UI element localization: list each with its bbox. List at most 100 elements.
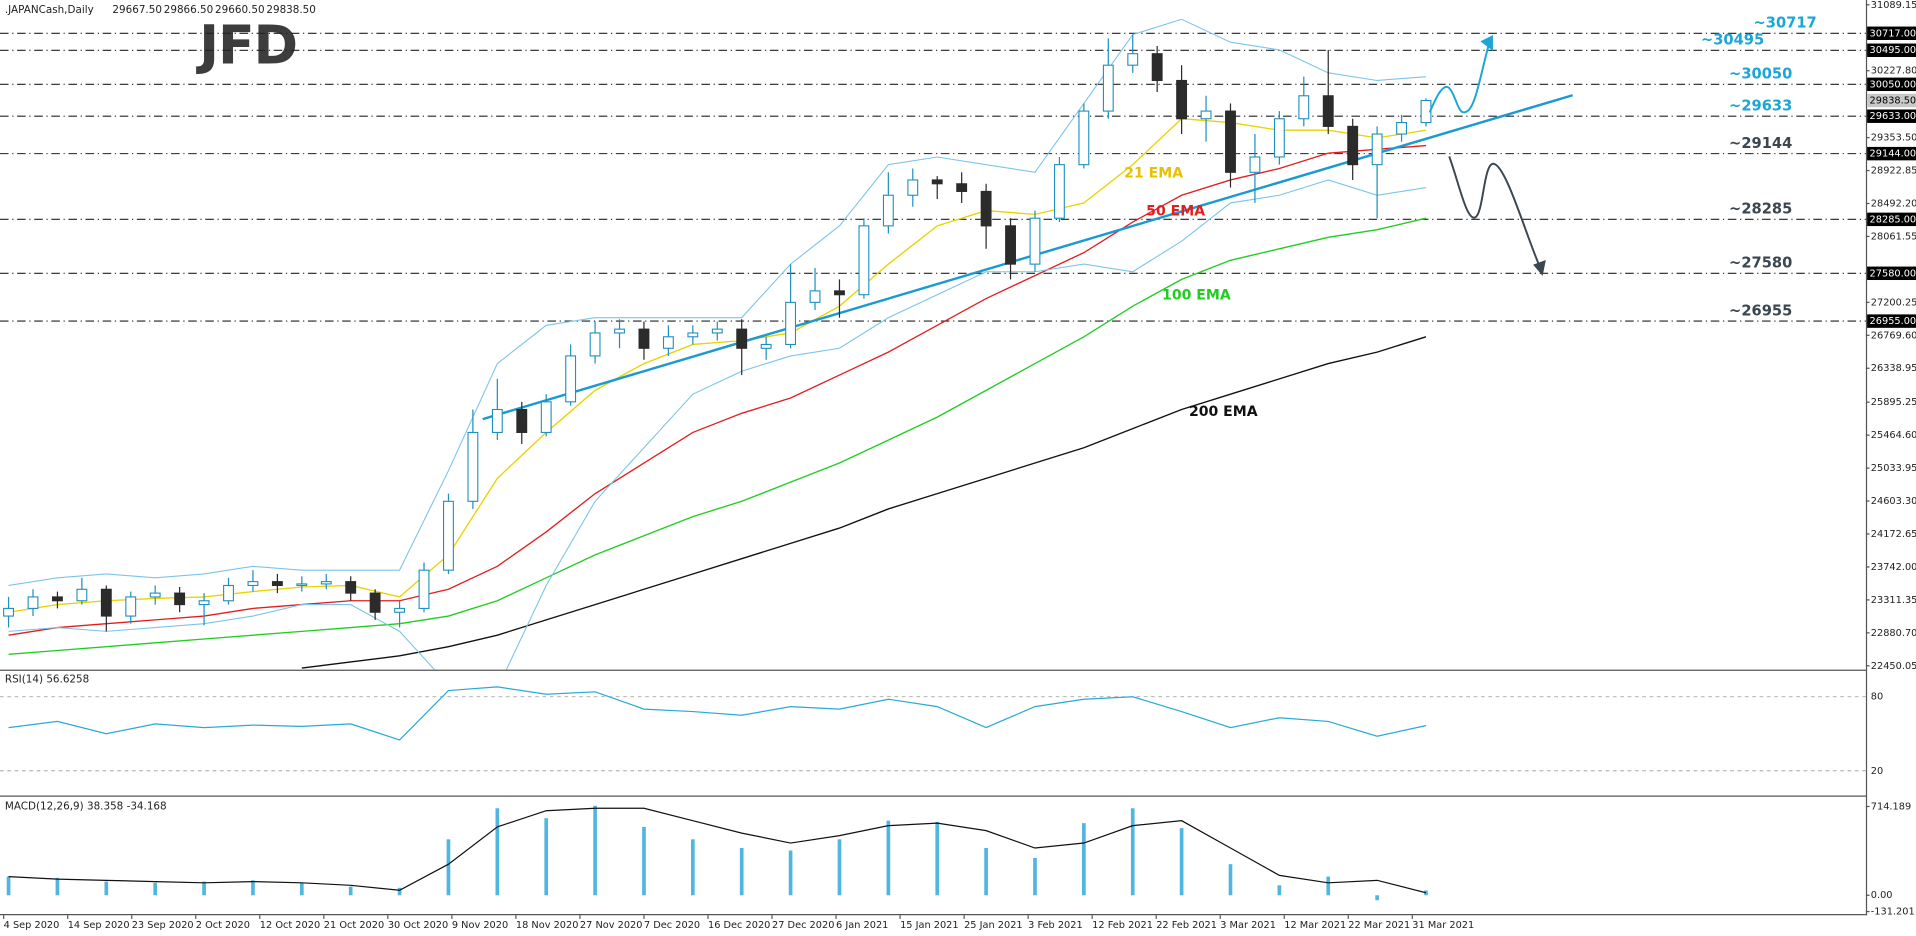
chart-title: .JAPANCash,Daily: [5, 4, 94, 16]
candle-body: [369, 592, 381, 613]
y-tick-label: 80: [1871, 692, 1883, 703]
macd-bar: [984, 848, 988, 896]
macd-bar: [691, 839, 695, 896]
candle-body: [1225, 110, 1236, 173]
bearish-scenario: [1448, 156, 1541, 267]
last-price-box: [1867, 93, 1916, 108]
level-label: 30717.00: [1870, 28, 1916, 39]
candle-body: [1396, 122, 1407, 135]
x-tick-label: 4 Sep 2020: [4, 920, 60, 931]
trendline: [482, 94, 1573, 421]
y-tick-label: 25033.95: [1871, 463, 1916, 474]
x-tick-label: 9 Nov 2020: [452, 920, 508, 931]
candle-body: [467, 431, 479, 502]
candle-body: [614, 328, 625, 334]
x-tick-label: 30 Oct 2020: [388, 920, 448, 931]
candle-body: [1078, 110, 1090, 166]
candle-body: [51, 596, 63, 602]
candle-body: [1053, 164, 1065, 219]
price-plot: [0, 18, 1866, 670]
macd-bar: [397, 887, 402, 896]
x-tick-label: 27 Dec 2020: [772, 920, 834, 931]
y-tick-label: 29353.50: [1871, 133, 1916, 144]
rsi-plot: [8, 686, 1427, 741]
macd-bar: [446, 839, 451, 896]
y-tick-label: 31089.15: [1871, 0, 1916, 11]
macd-bar: [837, 839, 842, 896]
x-tick-label: 16 Dec 2020: [708, 920, 770, 931]
price-axis: 31089.15 30227.80 29353.50 28922.85 28492.20…: [1865, 0, 1916, 672]
candle-body: [247, 581, 259, 587]
y-tick-label: -131.201: [1871, 907, 1915, 918]
macd-bar: [788, 850, 793, 896]
y-tick-label: 20: [1871, 766, 1883, 777]
y-tick-label: 28492.20: [1871, 198, 1916, 209]
candle-body: [394, 607, 406, 613]
candle-body: [27, 596, 39, 609]
level-box: [1867, 212, 1916, 227]
macd-bar: [1130, 808, 1135, 896]
candle-body: [565, 355, 577, 403]
candle-body: [540, 401, 552, 433]
candle-body: [736, 328, 748, 349]
macd-bar: [1277, 885, 1282, 896]
candle-body: [1005, 225, 1016, 265]
candle-body: [1347, 125, 1359, 166]
rsi-title: RSI(14) 56.6258: [5, 673, 89, 685]
level-label: 27580.00: [1870, 268, 1916, 279]
x-tick-label: 3 Mar 2021: [1220, 920, 1276, 931]
y-tick-label: 25895.25: [1871, 397, 1916, 408]
candle-body: [882, 194, 894, 227]
macd-bar: [348, 886, 353, 896]
level-box: [1867, 146, 1916, 161]
candle-body: [1371, 133, 1383, 166]
y-tick-label: 24172.65: [1871, 529, 1916, 540]
last-price-label: 29838.50: [1870, 95, 1916, 106]
level-box: [1867, 266, 1916, 281]
x-tick-label: 12 Oct 2020: [260, 920, 320, 931]
ema-line: [8, 144, 1427, 636]
frame: [0, 0, 1868, 916]
macd-bar: [495, 808, 500, 896]
candle-body: [516, 408, 528, 433]
level-note: ~27580: [1729, 255, 1792, 272]
x-tick-label: 15 Jan 2021: [900, 920, 959, 931]
level-note: ~30717: [1753, 15, 1816, 32]
ohlc-value: 29838.50: [266, 4, 316, 16]
candle-body: [1273, 118, 1285, 158]
candle-body: [638, 328, 650, 349]
y-tick-label: 714.189: [1871, 801, 1911, 812]
candle-body: [980, 190, 992, 227]
y-tick-label: 23311.35: [1871, 595, 1916, 606]
x-tick-label: 14 Sep 2020: [68, 920, 130, 931]
candle-body: [1200, 110, 1212, 120]
bullish-scenario: [1428, 46, 1490, 114]
x-tick-label: 3 Feb 2021: [1028, 920, 1083, 931]
macd-title: MACD(12,26,9) 38.358 -34.168: [5, 800, 167, 812]
x-tick-label: 22 Mar 2021: [1348, 920, 1410, 931]
candle-body: [76, 588, 88, 602]
macd-bar: [886, 820, 891, 896]
arrow-head: [1480, 35, 1493, 51]
macd-bar: [1424, 890, 1428, 896]
scenario-arrows: [1428, 35, 1546, 276]
level-note: ~26955: [1729, 302, 1792, 319]
macd-bar: [55, 877, 60, 896]
candle-body: [687, 332, 699, 338]
candle-body: [785, 301, 797, 345]
ema-label: 21 EMA: [1124, 166, 1183, 182]
level-box: [1867, 26, 1916, 40]
x-tick-label: 21 Oct 2020: [324, 920, 384, 931]
candle-body: [1151, 53, 1163, 82]
candle-body: [296, 583, 308, 587]
candle-body: [809, 290, 821, 303]
candle-body: [834, 290, 845, 296]
macd-bar: [1082, 823, 1086, 896]
level-note: ~30495: [1701, 31, 1764, 48]
y-tick-label: 30227.80: [1871, 66, 1916, 77]
y-tick-label: 23742.00: [1871, 562, 1916, 573]
y-tick-label: 25464.60: [1871, 430, 1916, 441]
y-tick-label: 26338.95: [1871, 363, 1916, 374]
